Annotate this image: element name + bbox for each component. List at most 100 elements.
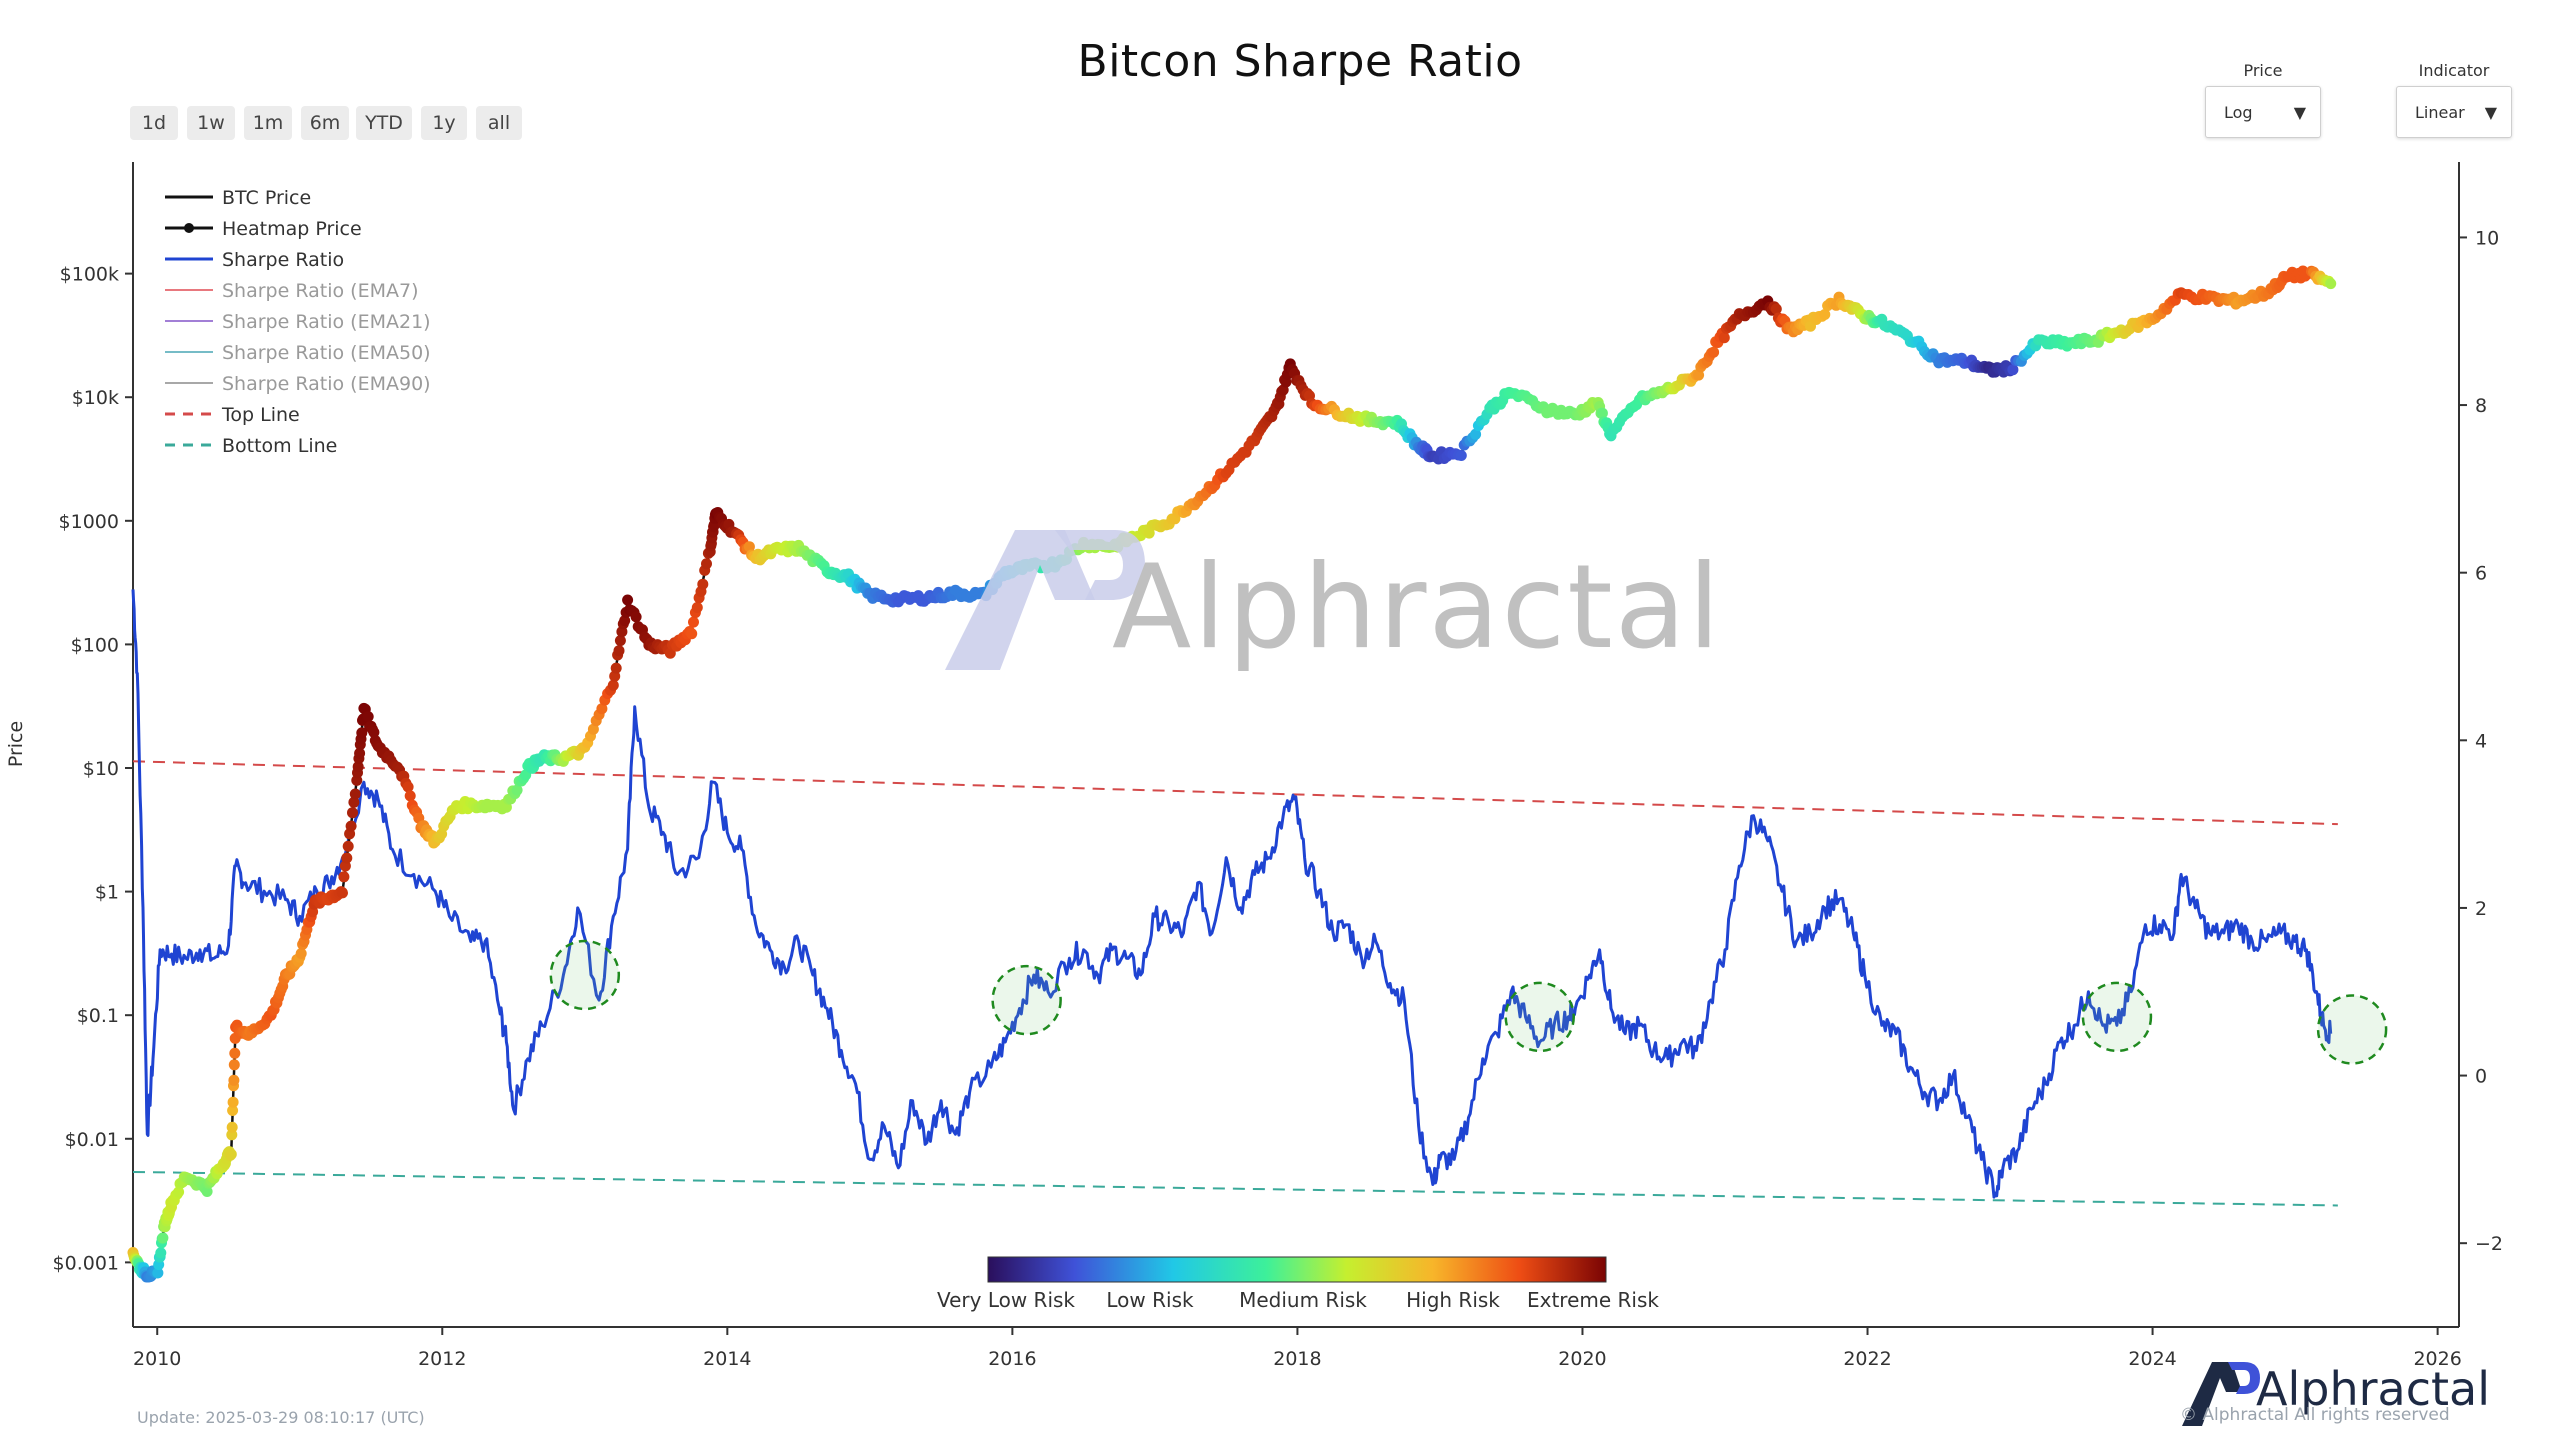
heatmap-price-point	[226, 1121, 238, 1133]
heatmap-price-point	[345, 820, 357, 832]
left-y-tick-label: $10k	[72, 387, 119, 409]
indicator-scale-label: Indicator	[2418, 61, 2490, 80]
bottom-line	[132, 1170, 2338, 1207]
range-button-all[interactable]: all	[476, 106, 522, 140]
legend-item[interactable]: Sharpe Ratio	[165, 249, 344, 271]
heatmap-price-point	[201, 1186, 213, 1197]
x-tick-label: 2024	[2128, 1348, 2176, 1370]
price-scale-dropdown[interactable]: Log ▼	[2205, 86, 2321, 138]
range-button-1d[interactable]: 1d	[130, 106, 178, 140]
heatmap-price-point	[1718, 332, 1730, 344]
range-button-6m[interactable]: 6m	[301, 106, 349, 140]
heatmap-price-point	[229, 1047, 241, 1059]
heatmap-price-point	[596, 703, 608, 715]
legend-label: Sharpe Ratio	[222, 249, 344, 271]
heatmap-price-point	[155, 1247, 167, 1259]
right-y-tick-label: 4	[2475, 730, 2487, 752]
legend-item[interactable]: Sharpe Ratio (EMA90)	[165, 373, 431, 395]
heatmap-price-point	[610, 662, 622, 674]
legend-label: Top Line	[221, 404, 300, 426]
heatmap-price-layer	[127, 265, 2337, 1283]
left-y-axis-ticks: $0.001 $0.01 $0.1 $1 $10 $100 $1000 $10k $100k	[53, 264, 133, 1274]
heatmap-price-point	[342, 840, 354, 852]
left-y-tick-label: $100	[71, 634, 119, 656]
range-button-1y[interactable]: 1y	[421, 106, 467, 140]
legend-item[interactable]: Sharpe Ratio (EMA21)	[165, 311, 431, 333]
risk-label: Extreme Risk	[1527, 1288, 1659, 1312]
legend-label: Sharpe Ratio (EMA7)	[222, 280, 418, 302]
dropdown-arrow-icon: ▼	[2293, 103, 2306, 122]
legend-label: Heatmap Price	[222, 218, 362, 240]
annotation-layer	[549, 939, 2388, 1065]
legend-item[interactable]: BTC Price	[165, 187, 311, 209]
heatmap-price-point	[614, 635, 626, 647]
heatmap-price-point	[1455, 450, 1467, 461]
legend-label: Sharpe Ratio (EMA50)	[222, 342, 431, 364]
dropdown-arrow-icon: ▼	[2484, 103, 2497, 122]
risk-colorbar	[987, 1256, 1607, 1283]
heatmap-price-point	[613, 645, 625, 657]
range-button-ytd[interactable]: YTD	[356, 106, 412, 140]
x-tick-label: 2012	[418, 1348, 466, 1370]
top-line	[132, 760, 2338, 826]
x-tick-label: 2020	[1558, 1348, 1606, 1370]
heatmap-price-point	[362, 711, 374, 723]
heatmap-price-point	[1596, 407, 1608, 419]
heatmap-price-point	[152, 1267, 164, 1279]
heatmap-price-point	[1819, 309, 1831, 320]
left-y-tick-label: $0.001	[53, 1252, 119, 1274]
legend-item[interactable]: Heatmap Price	[165, 218, 362, 240]
left-y-tick-label: $0.1	[77, 1005, 119, 1027]
left-y-tick-label: $1	[95, 882, 119, 904]
legend-item[interactable]: Top Line	[165, 404, 300, 426]
heatmap-price-point	[697, 578, 709, 590]
heatmap-price-point	[743, 541, 755, 553]
right-y-tick-label: 2	[2475, 898, 2487, 920]
range-button-1m[interactable]: 1m	[244, 106, 292, 140]
legend-item[interactable]: Sharpe Ratio (EMA50)	[165, 342, 431, 364]
heatmap-price-point	[337, 887, 348, 899]
heatmap-price-point	[347, 807, 358, 819]
right-y-tick-label: 6	[2475, 563, 2487, 585]
left-y-tick-label: $10	[83, 758, 119, 780]
watermark-text: Alphractal	[1112, 540, 1723, 675]
brand-logo-text: Alphractal	[2256, 1362, 2490, 1416]
heatmap-price-point	[338, 871, 350, 883]
heatmap-price-point	[227, 1105, 239, 1116]
heatmap-price-point	[173, 1186, 185, 1198]
risk-label: Medium Risk	[1239, 1288, 1367, 1312]
x-tick-label: 2026	[2413, 1348, 2461, 1370]
legend-label: Sharpe Ratio (EMA90)	[222, 373, 431, 395]
chart-title: Bitcon Sharpe Ratio	[1077, 36, 1523, 87]
left-y-tick-label: $100k	[60, 264, 119, 286]
watermark-logo-icon-accent	[1055, 530, 1145, 600]
legend-item[interactable]: Sharpe Ratio (EMA7)	[165, 280, 418, 302]
indicator-scale-dropdown[interactable]: Linear ▼	[2396, 86, 2512, 138]
left-y-tick-label: $0.01	[65, 1129, 119, 1151]
heatmap-price-point	[295, 948, 307, 959]
range-button-1w[interactable]: 1w	[187, 106, 235, 140]
heatmap-price-point	[1470, 428, 1482, 440]
heatmap-price-point	[368, 726, 380, 738]
indicator-scale-value: Linear	[2415, 102, 2465, 122]
heatmap-price-point	[511, 784, 523, 796]
heatmap-price-point	[225, 1148, 237, 1160]
heatmap-price-point	[2325, 278, 2337, 290]
heatmap-price-point	[341, 852, 353, 864]
heatmap-price-point	[348, 796, 360, 808]
legend[interactable]: BTC Price Heatmap Price Sharpe Ratio Sharpe…	[165, 187, 431, 457]
x-tick-label: 2022	[1843, 1348, 1891, 1370]
highlight-circle	[549, 939, 621, 1011]
x-tick-label: 2018	[1273, 1348, 1321, 1370]
heatmap-price-point	[587, 723, 599, 735]
legend-item[interactable]: Bottom Line	[165, 435, 337, 457]
price-scale-label: Price	[2243, 61, 2283, 80]
update-timestamp: Update: 2025-03-29 08:10:17 (UTC)	[137, 1408, 425, 1427]
left-y-tick-label: $1000	[59, 511, 119, 533]
legend-label: Bottom Line	[222, 435, 337, 457]
heatmap-price-point	[228, 1059, 240, 1071]
heatmap-price-point	[630, 611, 642, 623]
y-axis-label: Price	[5, 721, 27, 767]
sharpe-ratio-layer	[131, 589, 2333, 1199]
